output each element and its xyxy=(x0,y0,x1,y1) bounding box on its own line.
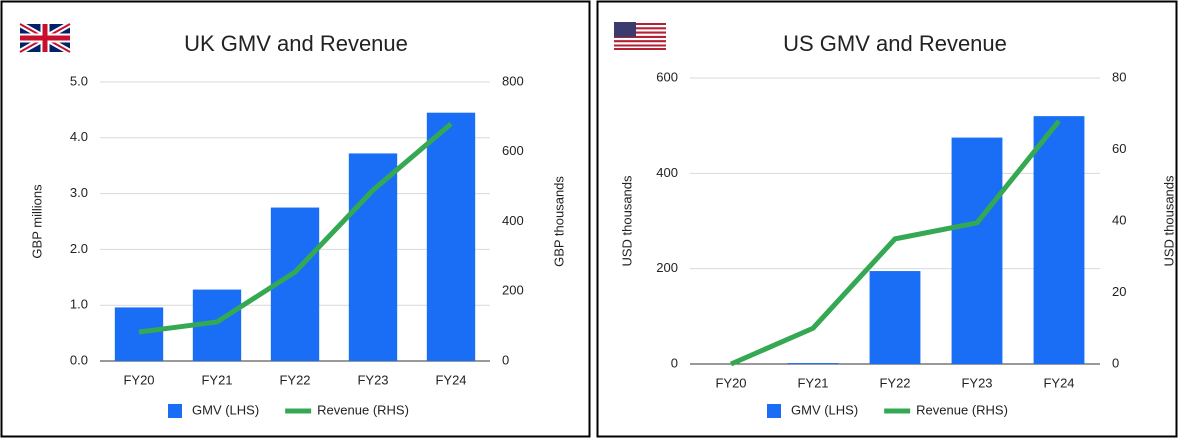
y-tick-label: 1.0 xyxy=(70,297,88,312)
y-tick-label: 0 xyxy=(671,355,678,370)
legend-swatch xyxy=(168,404,182,418)
line xyxy=(138,121,453,335)
x-tick-label: FY23 xyxy=(357,372,388,387)
y-tick-label: 0.0 xyxy=(70,352,88,367)
legend-swatch xyxy=(767,404,781,418)
x-tick-label: FY20 xyxy=(715,375,746,390)
y-axis-label: USD thousands xyxy=(619,175,634,267)
x-tick-label: FY20 xyxy=(123,372,154,387)
bar xyxy=(114,307,164,361)
y2-tick-label: 40 xyxy=(1112,212,1126,227)
bar xyxy=(348,153,398,361)
line xyxy=(730,119,1061,367)
x-tick-label: FY24 xyxy=(435,372,466,387)
chart-title: US GMV and Revenue xyxy=(783,31,1007,56)
y2-tick-label: 0 xyxy=(502,352,509,367)
panel-border xyxy=(596,0,1178,438)
y2-axis-label: GBP thousands xyxy=(551,176,566,267)
x-tick-label: FY22 xyxy=(879,375,910,390)
y2-tick-label: 0 xyxy=(1112,355,1119,370)
legend-label: Revenue (RHS) xyxy=(916,402,1008,417)
y-tick-label: 5.0 xyxy=(70,73,88,88)
y-tick-label: 4.0 xyxy=(70,129,88,144)
y2-tick-label: 80 xyxy=(1112,69,1126,84)
y-tick-label: 3.0 xyxy=(70,185,88,200)
x-tick-label: FY21 xyxy=(201,372,232,387)
y2-tick-label: 20 xyxy=(1112,284,1126,299)
bar xyxy=(787,363,839,364)
y2-tick-label: 200 xyxy=(502,283,524,298)
bar xyxy=(951,137,1003,364)
us-flag xyxy=(614,22,666,51)
x-tick-label: FY22 xyxy=(279,372,310,387)
x-tick-label: FY23 xyxy=(961,375,992,390)
x-tick-label: FY24 xyxy=(1043,375,1074,390)
y2-tick-label: 60 xyxy=(1112,141,1126,156)
y-tick-label: 200 xyxy=(656,260,678,275)
uk-flag xyxy=(18,21,72,55)
bar xyxy=(869,271,921,364)
legend-label: GMV (LHS) xyxy=(791,402,858,417)
y-tick-label: 2.0 xyxy=(70,241,88,256)
y2-tick-label: 600 xyxy=(502,143,524,158)
chart-title: UK GMV and Revenue xyxy=(184,31,408,56)
legend-label: Revenue (RHS) xyxy=(317,402,409,417)
y2-axis-label: USD thousands xyxy=(1161,175,1176,267)
bar xyxy=(1033,116,1085,364)
x-tick-label: FY21 xyxy=(797,375,828,390)
bar xyxy=(426,112,476,361)
y2-tick-label: 800 xyxy=(502,73,524,88)
y-tick-label: 600 xyxy=(656,69,678,84)
y2-tick-label: 400 xyxy=(502,213,524,228)
legend-label: GMV (LHS) xyxy=(192,402,259,417)
y-tick-label: 400 xyxy=(656,165,678,180)
y-axis-label: GBP millions xyxy=(29,184,44,259)
